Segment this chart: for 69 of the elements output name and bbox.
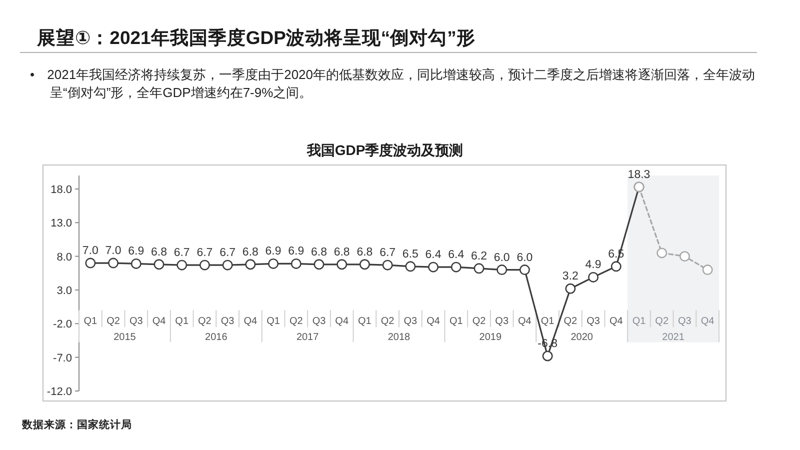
data-label: 6.8 xyxy=(356,246,373,258)
x-tick-label: Q1 xyxy=(540,316,555,328)
data-label: 6.9 xyxy=(288,246,304,258)
x-tick-label: Q2 xyxy=(380,316,395,328)
data-label: 6.8 xyxy=(242,246,258,258)
x-tick-label: Q4 xyxy=(335,316,349,328)
annotation: 2018 xyxy=(388,332,411,344)
x-tick-label: Q4 xyxy=(700,316,715,328)
x-tick-label: Q2 xyxy=(289,316,304,328)
text: • 2021年我国经济将持续复苏，一季度由于2020年的低基数效应，同比增速较高，预计二季度之后增速将逐渐回落，全年波动呈“倒对勾”形，全年GDP增速约在7-9%之间。 xyxy=(30,66,756,102)
data-label: 6.5 xyxy=(402,248,418,260)
data-label: 6.8 xyxy=(151,246,167,258)
data-label: 6.4 xyxy=(448,249,465,262)
data-label: 6.2 xyxy=(471,250,487,262)
y-tick-label: 3.0 xyxy=(56,284,72,297)
annotation: 2015 xyxy=(114,332,136,344)
annotation: 2017 xyxy=(296,332,320,344)
x-tick-label: Q4 xyxy=(426,316,440,328)
y-tick-label: 18.0 xyxy=(50,184,72,196)
y-tick-label: -2.0 xyxy=(53,318,72,331)
x-tick-label: Q3 xyxy=(404,316,418,328)
data-label: 6.7 xyxy=(174,247,190,260)
data-label: 6.7 xyxy=(196,247,213,260)
data-label: 6.8 xyxy=(334,246,350,258)
x-tick-label: Q3 xyxy=(678,316,692,328)
data-label: 4.9 xyxy=(585,259,602,272)
y-tick-label: -7.0 xyxy=(53,352,72,364)
data-label: 6.0 xyxy=(494,252,510,264)
data-label: 7.0 xyxy=(105,245,122,258)
data-label: 6.7 xyxy=(220,247,236,260)
data-label: 18.3 xyxy=(628,168,650,181)
data-label: 6.9 xyxy=(265,246,282,258)
source-note: 数据来源：国家统计局 xyxy=(21,418,132,431)
y-tick-label: 13.0 xyxy=(50,218,72,230)
x-tick-label: Q3 xyxy=(129,316,144,328)
x-tick-label: Q2 xyxy=(106,316,120,328)
x-tick-label: Q4 xyxy=(152,316,166,328)
x-tick-label: Q1 xyxy=(84,316,98,328)
annotation: 2020 xyxy=(570,332,594,344)
x-tick-label: Q4 xyxy=(609,316,624,328)
x-tick-label: Q3 xyxy=(312,316,326,328)
x-tick-label: Q1 xyxy=(632,316,646,328)
annotation: 2019 xyxy=(479,332,502,344)
x-tick-label: Q1 xyxy=(266,316,280,328)
data-label: 6.0 xyxy=(516,252,533,264)
x-tick-label: Q2 xyxy=(198,316,212,328)
x-tick-label: Q2 xyxy=(564,316,578,328)
data-label: 6.8 xyxy=(311,246,327,258)
x-tick-label: Q4 xyxy=(518,316,532,328)
x-tick-label: Q1 xyxy=(358,316,372,328)
x-tick-label: Q3 xyxy=(495,316,509,328)
y-tick-label: -12.0 xyxy=(46,386,72,398)
y-tick-label: 8.0 xyxy=(56,251,72,264)
data-label: 6.9 xyxy=(128,246,144,258)
x-tick-label: Q1 xyxy=(175,316,189,328)
chart-title: 展望①：2021年我国季度GDP波动将呈现“倒对勾”形 xyxy=(37,26,476,50)
x-tick-label: Q1 xyxy=(449,316,464,328)
x-tick-label: Q3 xyxy=(586,316,600,328)
data-label: 6.4 xyxy=(425,249,442,262)
chart-subtitle: 我国GDP季度波动及预测 xyxy=(306,142,464,158)
x-tick-label: Q2 xyxy=(472,316,486,328)
x-tick-label: Q3 xyxy=(220,316,235,328)
data-label: 6.7 xyxy=(380,247,396,260)
data-label: 7.0 xyxy=(82,245,98,258)
annotation: 2021 xyxy=(662,332,685,344)
x-tick-label: Q4 xyxy=(244,316,258,328)
data-label: 3.2 xyxy=(562,270,578,283)
x-tick-label: Q2 xyxy=(655,316,669,328)
annotation: 2016 xyxy=(205,332,228,344)
